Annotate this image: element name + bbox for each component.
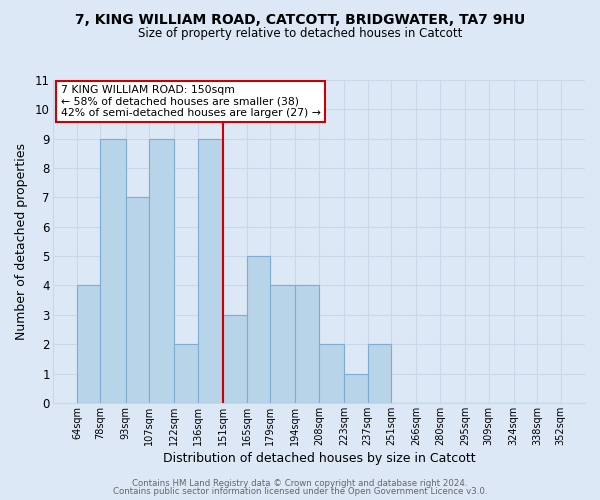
Bar (77, 286, 100, 403)
Text: 7 KING WILLIAM ROAD: 150sqm
← 58% of detached houses are smaller (38)
42% of sem: 7 KING WILLIAM ROAD: 150sqm ← 58% of det… (61, 85, 320, 118)
Bar (223, 315, 247, 403)
Bar (149, 138, 175, 403)
Text: Contains public sector information licensed under the Open Government Licence v3: Contains public sector information licen… (113, 487, 487, 496)
Bar (100, 138, 125, 403)
Bar (175, 344, 198, 403)
Bar (270, 286, 295, 403)
Text: Size of property relative to detached houses in Catcott: Size of property relative to detached ho… (138, 28, 462, 40)
Text: 7, KING WILLIAM ROAD, CATCOTT, BRIDGWATER, TA7 9HU: 7, KING WILLIAM ROAD, CATCOTT, BRIDGWATE… (75, 12, 525, 26)
Bar (247, 256, 270, 403)
Bar (319, 344, 344, 403)
Bar (295, 286, 319, 403)
Bar (368, 344, 391, 403)
X-axis label: Distribution of detached houses by size in Catcott: Distribution of detached houses by size … (163, 452, 475, 465)
Bar (125, 198, 149, 403)
Text: Contains HM Land Registry data © Crown copyright and database right 2024.: Contains HM Land Registry data © Crown c… (132, 478, 468, 488)
Y-axis label: Number of detached properties: Number of detached properties (15, 143, 28, 340)
Bar (198, 138, 223, 403)
Bar (344, 374, 368, 403)
